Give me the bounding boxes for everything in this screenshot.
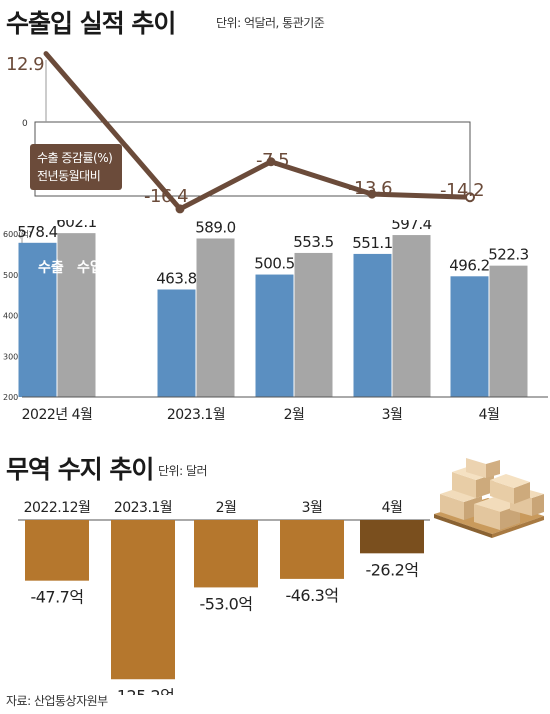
balance-bar (25, 520, 89, 581)
balance-value-label: -47.7억 (30, 588, 83, 607)
unit-label-trade-balance: 단위: 달러 (158, 464, 208, 478)
import-value-label: 602.1 (56, 220, 96, 231)
import-value-label: 522.3 (488, 246, 528, 264)
x-category-label: 3월 (382, 407, 403, 423)
unit-label-trade-performance: 단위: 억달러, 통관기준 (216, 16, 325, 30)
growth-point (367, 189, 377, 199)
balance-value-label: -53.0억 (199, 594, 252, 613)
chart-title-trade-performance: 수출입 실적 추이 (6, 9, 176, 38)
growth-legend-box (30, 144, 122, 190)
import-bar (57, 233, 96, 397)
export-legend-label: 수출 (38, 259, 64, 276)
export-bar (18, 242, 57, 397)
balance-category-label: 3월 (302, 500, 323, 516)
import-value-label: 553.5 (293, 233, 333, 251)
import-bar (392, 235, 431, 397)
export-value-label: 500.5 (254, 255, 294, 273)
y-tick-label: 200 (3, 393, 18, 402)
import-bar (196, 238, 235, 397)
balance-bar (280, 520, 344, 579)
growth-data-label: -13.6 (348, 178, 392, 199)
y-tick-label: 500 (3, 271, 18, 280)
export-value-label: 496.2 (449, 256, 489, 274)
balance-bar (194, 520, 258, 588)
x-category-label: 4월 (479, 407, 500, 423)
import-bar (294, 252, 333, 397)
import-bar (489, 265, 528, 397)
chart-title-trade-balance: 무역 수지 추이 (6, 455, 154, 484)
balance-category-label: 2월 (216, 500, 237, 516)
x-category-label: 2022년 4월 (22, 407, 93, 423)
balance-category-label: 4월 (382, 500, 403, 516)
balance-category-label: 2022.12월 (24, 500, 91, 516)
growth-legend-label: 전년동월대비 (37, 169, 100, 183)
x-category-label: 2023.1월 (167, 407, 225, 423)
growth-data-label: -14.2 (440, 180, 484, 201)
y-tick-label: 300 (3, 352, 18, 361)
growth-point (266, 157, 276, 167)
y-tick-label: 400 (3, 312, 18, 321)
growth-zero-label: 0 (22, 119, 28, 129)
growth-data-label: -16.4 (144, 186, 188, 207)
export-bar (450, 276, 489, 397)
x-category-label: 2월 (284, 407, 305, 423)
balance-value-label: -26.2억 (365, 560, 418, 579)
export-value-label: 463.8 (156, 270, 196, 288)
import-value-label: 589.0 (195, 220, 235, 236)
export-bar (255, 274, 294, 397)
source-label: 자료: 산업통상자원부 (6, 694, 108, 708)
balance-bar (360, 520, 424, 554)
export-bar (353, 253, 392, 397)
y-tick-label: 600(억) (3, 229, 32, 239)
import-legend-label: 수입 (77, 260, 103, 276)
growth-data-label: 12.9 (6, 54, 44, 75)
growth-data-label: -7.5 (256, 150, 289, 171)
growth-point (465, 192, 475, 203)
growth-legend-label: 수출 증감률(%) (37, 151, 112, 165)
export-value-label: 551.1 (352, 234, 392, 252)
trade-balance-bar-chart: 2022.12월 -47.7억 2023.1월 -125.2억 2월 -53.0억 3월 -4… (18, 500, 430, 695)
balance-value-label: -125.2억 (112, 686, 175, 695)
export-growth-line-chart: 0 12.9 -16.4 -7.5 -13.6 -14.2 수출 증감률(%) 전년동월대비 (6, 51, 485, 214)
export-value-label: 578.4 (17, 223, 57, 241)
export-bar (157, 289, 196, 397)
balance-category-label: 2023.1월 (114, 500, 172, 516)
growth-point (175, 204, 185, 214)
balance-value-label: -46.3억 (285, 586, 338, 605)
import-value-label: 597.4 (391, 220, 431, 233)
balance-bar (111, 520, 175, 680)
cardboard-boxes-pallet-icon (434, 458, 544, 538)
